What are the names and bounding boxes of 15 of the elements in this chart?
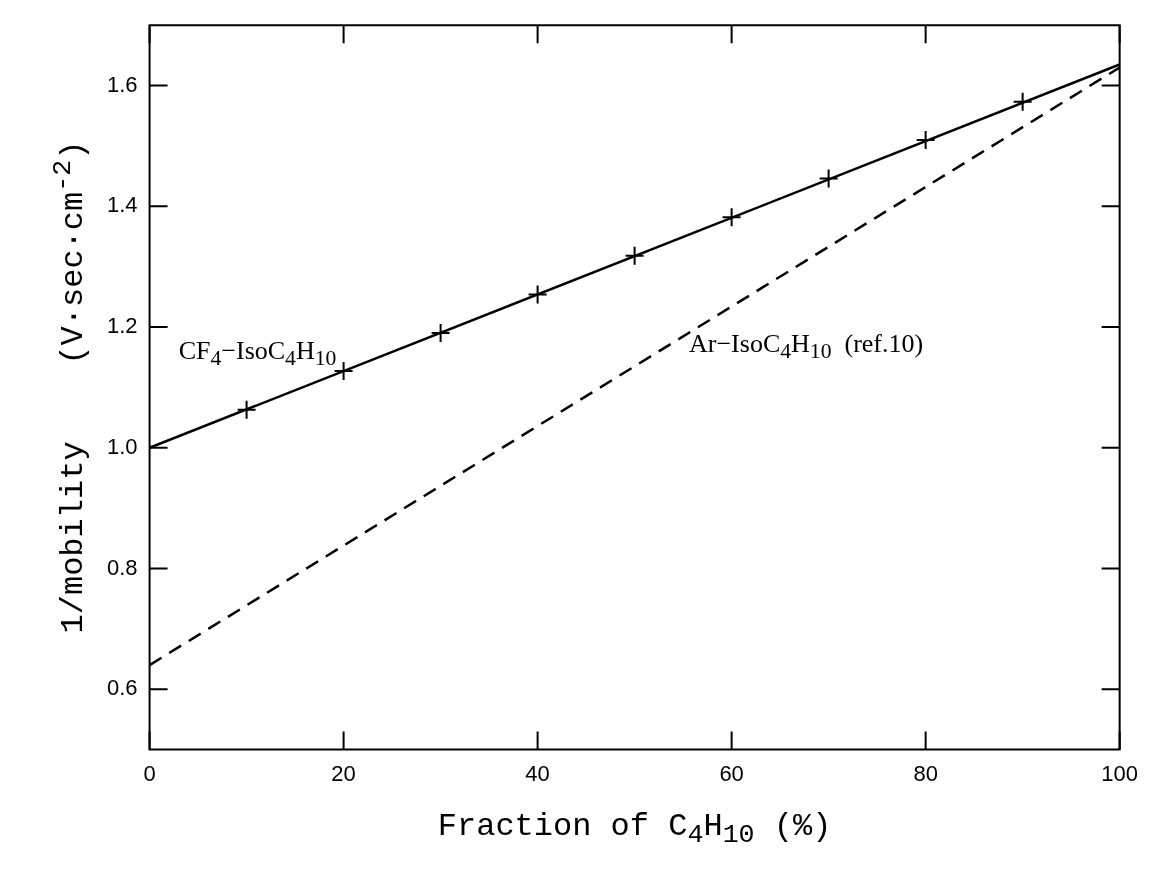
series-label: Ar−IsoC$_{4}$H$_{10}$ (ref.10) — [689, 329, 924, 365]
y-tick-label: 1.2 — [106, 313, 138, 339]
y-tick-label: 0.6 — [106, 675, 138, 701]
x-axis-title: Fraction of C$_{4}$H$_{10}$ (%) — [437, 807, 832, 850]
y-tick-label: 1.6 — [106, 71, 138, 97]
x-tick-label: 20 — [331, 760, 356, 786]
x-tick-label: 80 — [913, 760, 938, 786]
legend-label: CF$_{4}$−IsoC$_{4}$H$_{10}$ — [178, 336, 337, 372]
x-tick-label: 100 — [1101, 760, 1139, 786]
x-tick-label: 40 — [525, 760, 550, 786]
y-tick-label: 1.4 — [106, 192, 138, 218]
x-tick-label: 60 — [719, 760, 744, 786]
x-tick-label: 0 — [143, 760, 156, 786]
y-tick-label: 1.0 — [106, 433, 138, 459]
y-tick-label: 0.8 — [106, 554, 138, 580]
